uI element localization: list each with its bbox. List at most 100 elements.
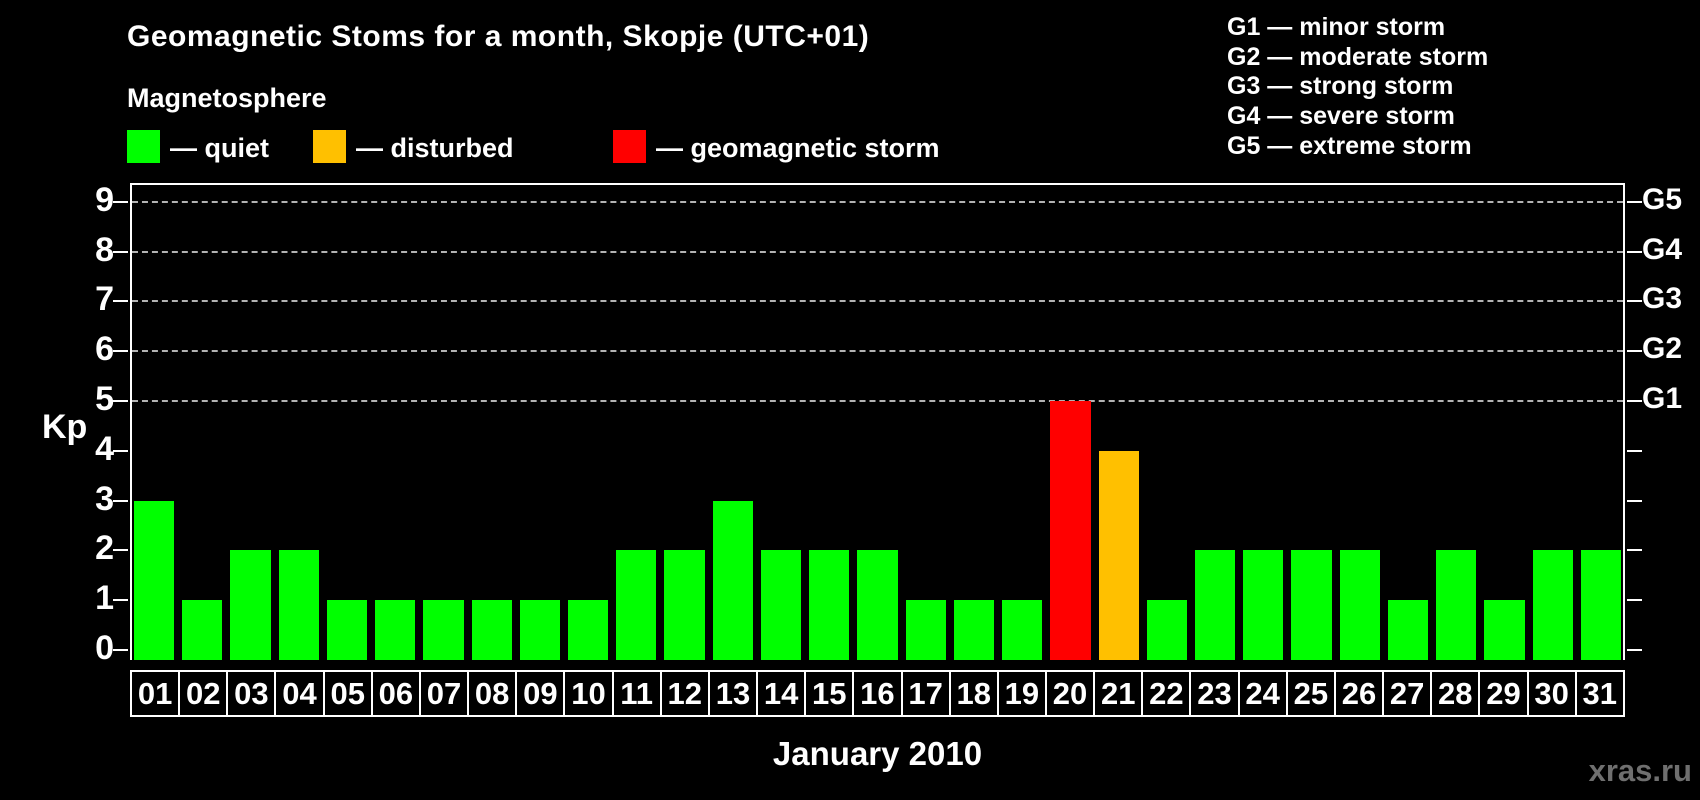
bar-day-29 xyxy=(1484,600,1525,660)
y-axis-title: Kp xyxy=(42,408,88,446)
bar-day-05 xyxy=(326,600,368,660)
bar-day-30 xyxy=(1532,550,1573,660)
right-axis-line xyxy=(1623,183,1625,660)
day-cell-11: 11 xyxy=(611,670,662,717)
bar-day-12 xyxy=(664,550,705,660)
day-cell-24: 24 xyxy=(1237,670,1288,717)
bar-day-21 xyxy=(1098,450,1139,660)
y-tick-label-9: 9 xyxy=(95,180,114,219)
bar-day-20 xyxy=(1050,401,1091,660)
y-tick-label-5: 5 xyxy=(95,380,114,418)
day-cell-30: 30 xyxy=(1526,670,1577,717)
day-cell-21: 21 xyxy=(1093,670,1144,717)
bar-day-03 xyxy=(230,550,271,660)
bar-day-18 xyxy=(953,600,995,660)
day-cell-23: 23 xyxy=(1189,670,1240,717)
gridline-kp7 xyxy=(132,300,1623,303)
tick-left-kp1 xyxy=(113,599,128,602)
y-tick-label-2: 2 xyxy=(95,529,114,568)
right-axis-label-g4: G4 xyxy=(1642,232,1683,266)
day-cell-26: 26 xyxy=(1333,670,1385,717)
tick-right-kp2 xyxy=(1627,549,1642,552)
tick-right-kp8 xyxy=(1627,250,1642,253)
legend-label-disturbed: — disturbed xyxy=(356,133,514,163)
day-cell-31: 31 xyxy=(1574,670,1625,717)
right-axis-label-g3: G3 xyxy=(1642,282,1683,316)
page-title: Geomagnetic Stoms for a month, Skopje (U… xyxy=(127,20,870,53)
right-axis-label-g2: G2 xyxy=(1642,332,1683,366)
y-tick-label-6: 6 xyxy=(95,330,114,369)
day-cell-03: 03 xyxy=(226,670,277,717)
g-legend-line-g1: G1 — minor storm xyxy=(1227,13,1446,41)
day-cell-05: 05 xyxy=(322,670,373,717)
tick-left-kp7 xyxy=(113,300,128,303)
day-cell-25: 25 xyxy=(1285,670,1336,717)
bar-day-07 xyxy=(423,600,464,660)
day-cell-01: 01 xyxy=(130,670,181,717)
day-cell-17: 17 xyxy=(900,670,951,717)
bar-day-15 xyxy=(809,550,850,660)
day-cell-08: 08 xyxy=(467,670,518,717)
g-legend-line-g2: G2 — moderate storm xyxy=(1227,42,1489,71)
g-legend-line-g3: G3 — strong storm xyxy=(1227,72,1454,101)
gridline-kp5 xyxy=(132,400,1623,402)
day-cell-06: 06 xyxy=(370,670,421,717)
y-tick-label-4: 4 xyxy=(95,429,114,468)
tick-left-kp5 xyxy=(113,400,128,402)
tick-right-kp7 xyxy=(1627,300,1642,303)
bar-day-26 xyxy=(1339,550,1380,660)
day-cell-09: 09 xyxy=(515,670,566,717)
day-cell-28: 28 xyxy=(1430,670,1481,717)
g-scale-legend: G1 — minor storm G2 — moderate storm G3 … xyxy=(1227,13,1488,162)
tick-right-kp5 xyxy=(1627,400,1642,402)
g-legend-line-g4: G4 — severe storm xyxy=(1227,102,1455,131)
bar-day-14 xyxy=(760,550,802,660)
bar-day-19 xyxy=(1002,600,1043,660)
day-cell-22: 22 xyxy=(1141,670,1192,717)
bar-day-23 xyxy=(1194,550,1236,660)
day-cell-29: 29 xyxy=(1478,670,1529,717)
day-cell-18: 18 xyxy=(948,670,999,717)
y-tick-label-3: 3 xyxy=(95,479,114,518)
bar-day-22 xyxy=(1146,600,1187,660)
day-cell-12: 12 xyxy=(659,670,710,717)
plot-top-border xyxy=(130,183,1625,185)
day-cell-16: 16 xyxy=(852,670,903,717)
legend-swatch-quiet-icon xyxy=(127,130,160,163)
bar-day-11 xyxy=(616,550,657,660)
bar-day-31 xyxy=(1580,550,1621,660)
bar-day-02 xyxy=(182,600,223,660)
tick-right-kp0 xyxy=(1627,649,1642,651)
y-tick-label-0: 0 xyxy=(95,629,114,667)
day-cell-02: 02 xyxy=(178,670,229,717)
tick-left-kp3 xyxy=(113,499,128,502)
bar-day-17 xyxy=(905,600,946,660)
tick-left-kp4 xyxy=(113,449,128,452)
y-tick-label-1: 1 xyxy=(95,579,114,618)
right-axis-label-g1: G1 xyxy=(1642,382,1683,415)
tick-right-kp1 xyxy=(1627,599,1642,602)
x-axis-day-labels: 01 02 03 04 05 06 07 08 09 10 11 12 13 14 15 16 17 18 19 20… xyxy=(130,670,1625,717)
tick-right-kp9 xyxy=(1627,200,1642,203)
gridline-kp8 xyxy=(132,250,1623,253)
bar-day-01 xyxy=(134,500,175,660)
watermark: xras.ru xyxy=(1588,753,1692,788)
day-cell-19: 19 xyxy=(996,670,1047,717)
y-axis-line xyxy=(130,183,132,660)
tick-left-kp2 xyxy=(113,549,128,552)
bar-day-09 xyxy=(519,600,561,660)
bar-day-24 xyxy=(1243,550,1284,660)
day-cell-07: 07 xyxy=(418,670,470,717)
day-cell-15: 15 xyxy=(804,670,855,717)
tick-right-kp4 xyxy=(1627,449,1642,452)
g-legend-line-g5: G5 — extreme storm xyxy=(1227,131,1472,160)
chart-subtitle: Magnetosphere xyxy=(127,83,327,113)
day-cell-27: 27 xyxy=(1382,670,1433,717)
y-tick-label-7: 7 xyxy=(95,280,114,319)
legend-swatch-storm-icon xyxy=(613,130,646,163)
y-tick-label-8: 8 xyxy=(95,230,114,269)
right-axis-label-g5: G5 xyxy=(1642,182,1683,216)
legend-swatch-disturbed-icon xyxy=(313,130,346,163)
day-cell-10: 10 xyxy=(563,670,614,717)
